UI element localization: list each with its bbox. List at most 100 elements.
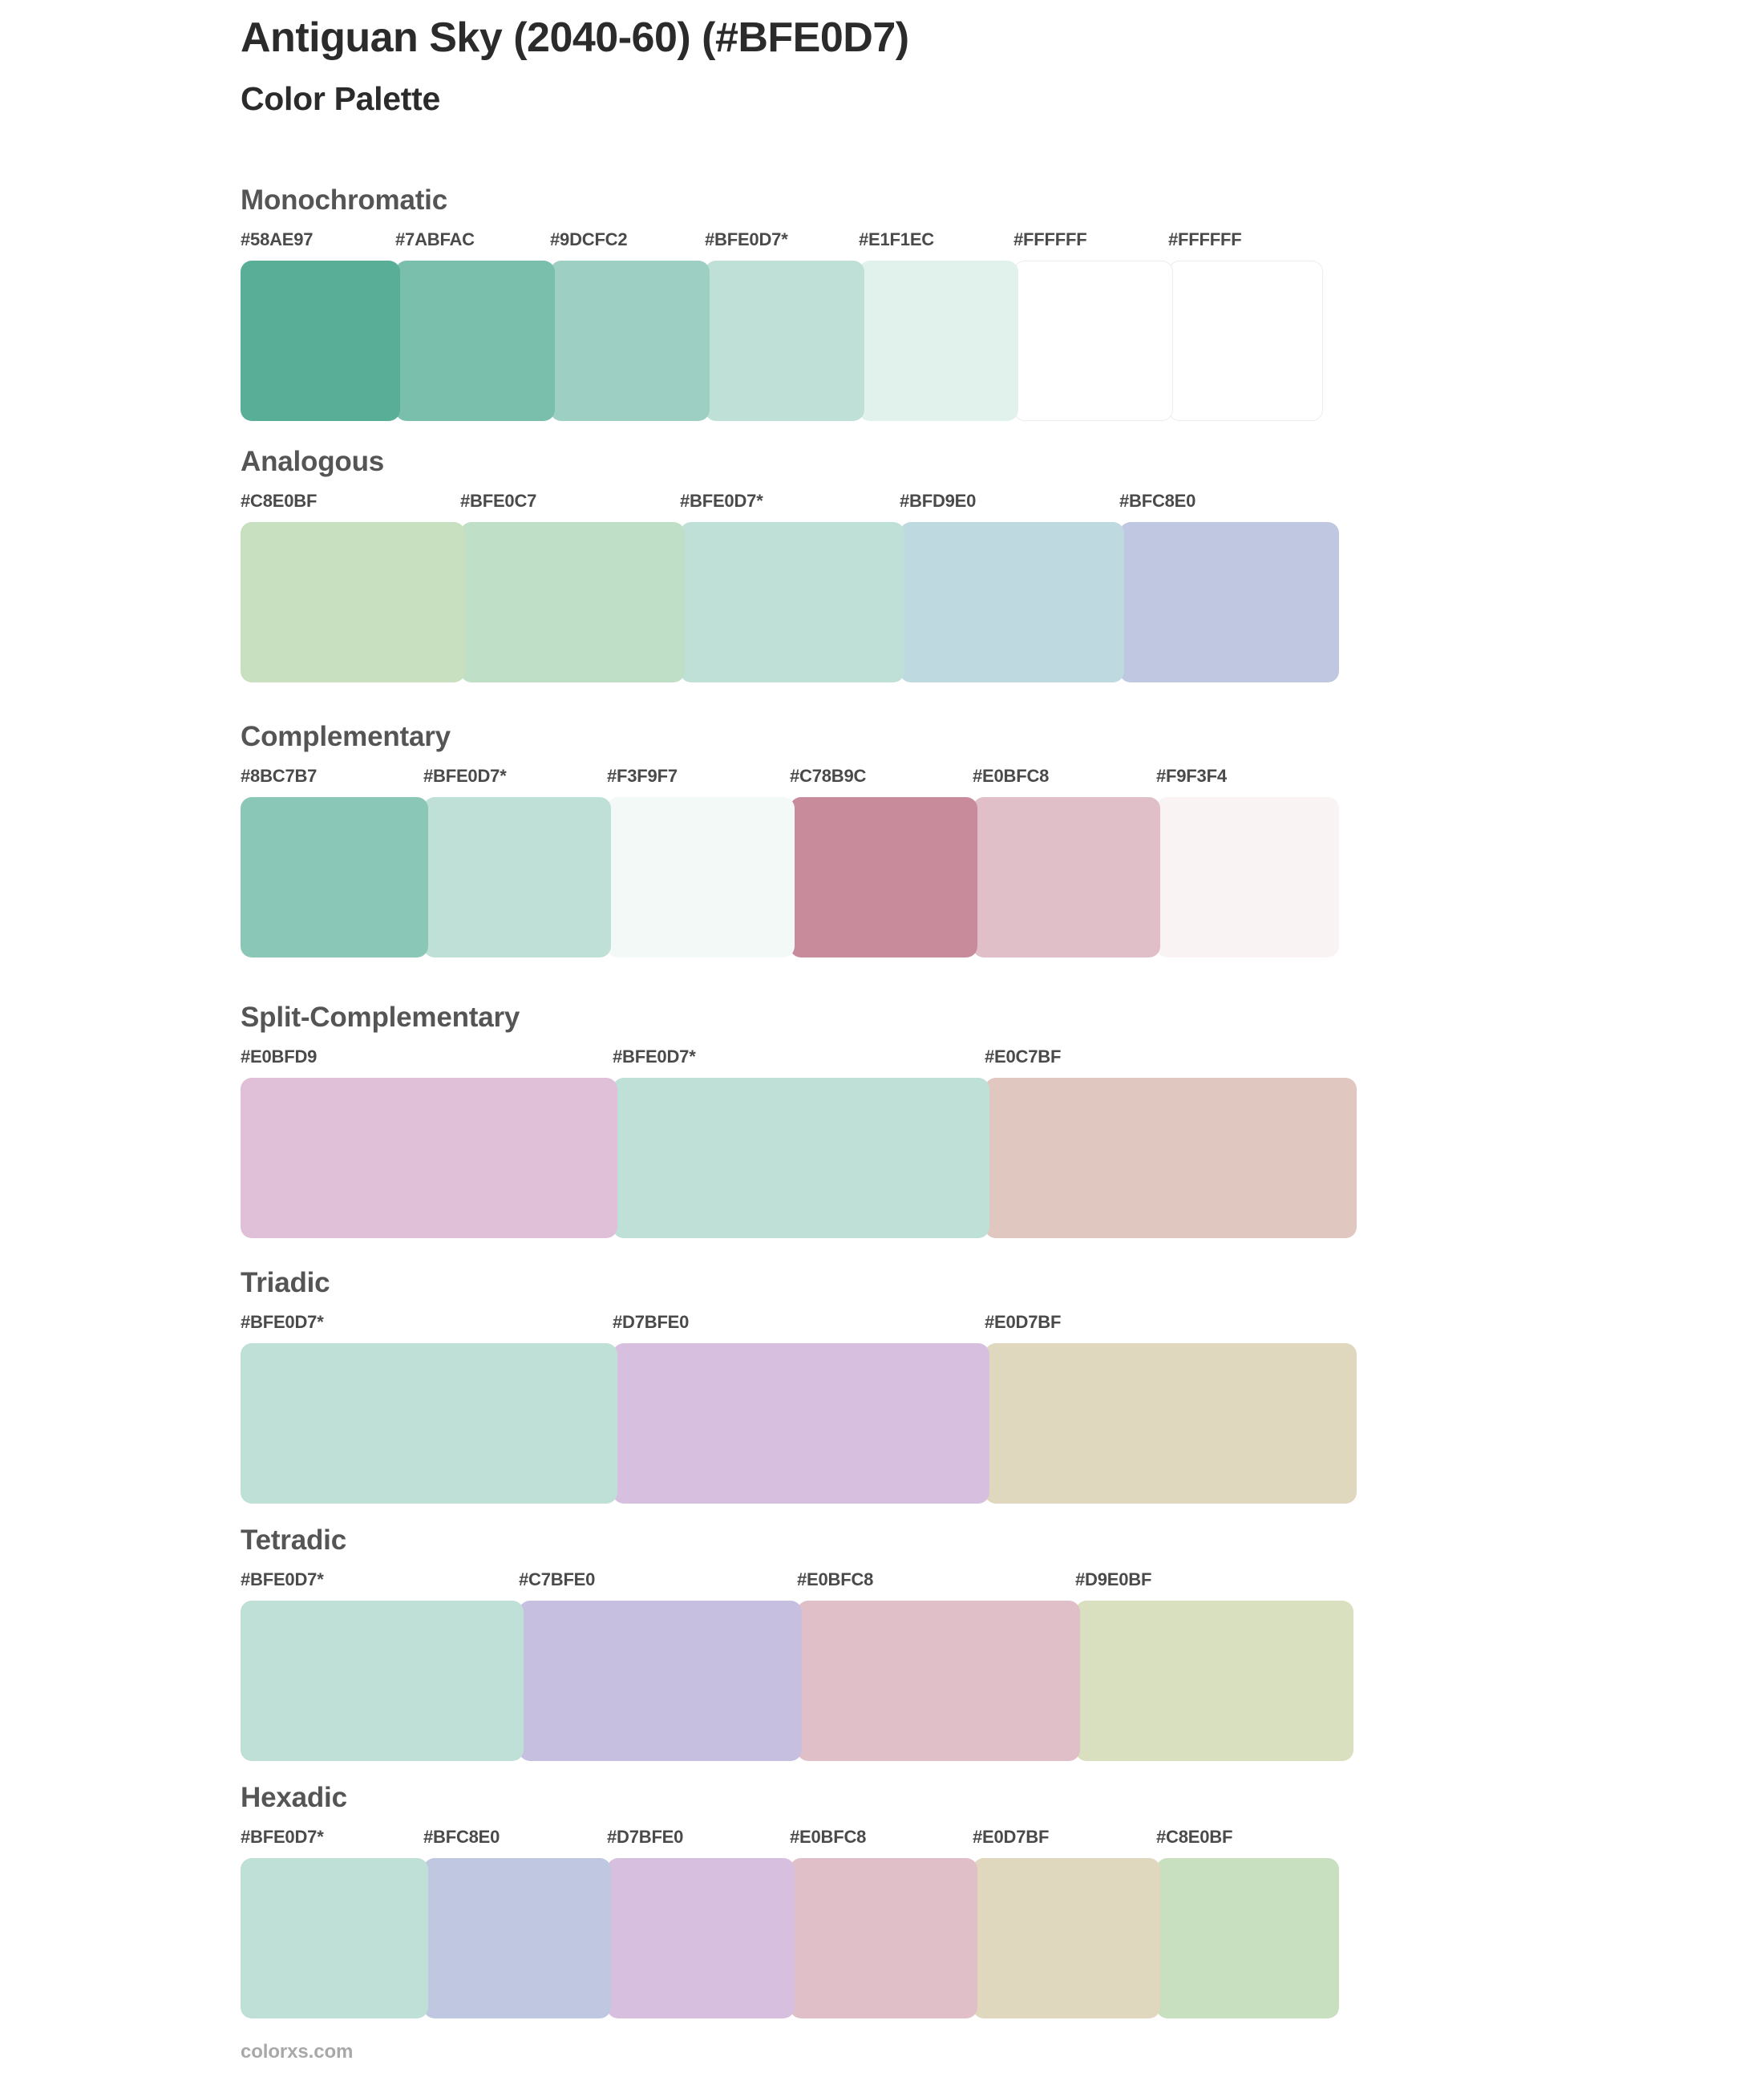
- swatch-hex-label: #BFE0D7*: [613, 1047, 696, 1067]
- swatch-hex-label: #D7BFE0: [613, 1312, 690, 1332]
- color-swatch[interactable]: [607, 1858, 795, 2018]
- swatch-label-row: #8BC7B7 #BFE0D7* #F3F9F7 #C78B9C #E0BFC8 #F9F…: [241, 766, 1339, 793]
- swatch-label-row: #C8E0BF #BFE0C7 #BFE0D7* #BFD9E0 #BFC8E0: [241, 491, 1339, 518]
- color-swatch[interactable]: [680, 522, 904, 682]
- palette-section: Split-Complementary #E0BFD9 #BFE0D7* #E0C7B…: [241, 1003, 1357, 1238]
- color-swatch[interactable]: [797, 1601, 1080, 1761]
- color-swatch[interactable]: [519, 1601, 802, 1761]
- color-swatch[interactable]: [1168, 261, 1323, 421]
- swatch-label-row: #BFE0D7* #BFC8E0 #D7BFE0 #E0BFC8 #E0D7BF #C8E…: [241, 1827, 1339, 1854]
- swatch-label-row: #E0BFD9 #BFE0D7* #E0C7BF: [241, 1047, 1357, 1074]
- color-swatch[interactable]: [241, 1343, 617, 1504]
- color-swatch[interactable]: [900, 522, 1124, 682]
- swatch-row: [241, 261, 1323, 421]
- swatch-hex-label: #BFD9E0: [900, 491, 977, 511]
- color-swatch[interactable]: [241, 261, 400, 421]
- swatch-hex-label: #C7BFE0: [519, 1569, 596, 1589]
- swatch-hex-label: #E1F1EC: [859, 229, 934, 249]
- section-title: Monochromatic: [241, 184, 447, 216]
- color-swatch[interactable]: [613, 1078, 989, 1238]
- color-swatch[interactable]: [460, 522, 685, 682]
- swatch-row: [241, 1858, 1339, 2018]
- color-swatch[interactable]: [1119, 522, 1339, 682]
- swatch-hex-label: #BFC8E0: [1119, 491, 1196, 511]
- swatch-hex-label: #9DCFC2: [550, 229, 628, 249]
- swatch-hex-label: #D7BFE0: [607, 1827, 684, 1847]
- color-swatch[interactable]: [790, 797, 977, 957]
- swatch-hex-label: #C78B9C: [790, 766, 867, 786]
- color-swatch[interactable]: [550, 261, 710, 421]
- color-swatch[interactable]: [613, 1343, 989, 1504]
- swatch-row: [241, 797, 1339, 957]
- color-swatch[interactable]: [241, 1858, 428, 2018]
- color-swatch[interactable]: [1156, 797, 1339, 957]
- palette-section: Monochromatic #58AE97 #7ABFAC #9DCFC2 #BFE0D…: [241, 186, 1323, 421]
- swatch-hex-label: #D9E0BF: [1075, 1569, 1152, 1589]
- swatch-hex-label: #8BC7B7: [241, 766, 318, 786]
- swatch-hex-label: #BFE0D7*: [423, 766, 507, 786]
- page-title: Antiguan Sky (2040-60) (#BFE0D7): [241, 14, 909, 61]
- swatch-row: [241, 522, 1339, 682]
- color-swatch[interactable]: [973, 797, 1160, 957]
- section-title: Analogous: [241, 446, 385, 477]
- swatch-hex-label: #E0BFD9: [241, 1047, 318, 1067]
- section-title: Triadic: [241, 1267, 330, 1298]
- color-swatch[interactable]: [395, 261, 555, 421]
- section-title: Tetradic: [241, 1524, 346, 1556]
- swatch-hex-label: #BFE0D7*: [705, 229, 788, 249]
- palette-section: Triadic #BFE0D7* #D7BFE0 #E0D7BF: [241, 1269, 1357, 1504]
- swatch-hex-label: #C8E0BF: [241, 491, 318, 511]
- swatch-hex-label: #E0BFC8: [790, 1827, 867, 1847]
- swatch-hex-label: #F3F9F7: [607, 766, 678, 786]
- swatch-hex-label: #C8E0BF: [1156, 1827, 1233, 1847]
- color-swatch[interactable]: [1013, 261, 1173, 421]
- swatch-hex-label: #E0D7BF: [985, 1312, 1062, 1332]
- swatch-row: [241, 1343, 1357, 1504]
- swatch-hex-label: #BFE0D7*: [241, 1569, 324, 1589]
- palette-section: Tetradic #BFE0D7* #C7BFE0 #E0BFC8 #D9E0BF: [241, 1526, 1353, 1761]
- page-header: Antiguan Sky (2040-60) (#BFE0D7) Color P…: [241, 14, 1684, 118]
- color-swatch[interactable]: [241, 1601, 524, 1761]
- section-title: Hexadic: [241, 1782, 347, 1813]
- swatch-hex-label: #BFE0D7*: [241, 1312, 324, 1332]
- color-swatch[interactable]: [973, 1858, 1160, 2018]
- swatch-hex-label: #E0BFC8: [797, 1569, 874, 1589]
- swatch-label-row: #BFE0D7* #D7BFE0 #E0D7BF: [241, 1312, 1357, 1339]
- swatch-row: [241, 1078, 1357, 1238]
- palette-section: Complementary #8BC7B7 #BFE0D7* #F3F9F7 #C78B…: [241, 723, 1339, 957]
- section-title: Split-Complementary: [241, 1002, 520, 1033]
- color-swatch[interactable]: [790, 1858, 977, 2018]
- swatch-hex-label: #BFC8E0: [423, 1827, 500, 1847]
- swatch-hex-label: #F9F3F4: [1156, 766, 1227, 786]
- color-swatch[interactable]: [423, 1858, 611, 2018]
- swatch-hex-label: #BFE0D7*: [241, 1827, 324, 1847]
- section-title: Complementary: [241, 721, 451, 752]
- color-swatch[interactable]: [985, 1343, 1357, 1504]
- page-subtitle: Color Palette: [241, 79, 440, 117]
- color-swatch[interactable]: [241, 1078, 617, 1238]
- color-swatch[interactable]: [1156, 1858, 1339, 2018]
- color-swatch[interactable]: [1075, 1601, 1353, 1761]
- palette-section: Hexadic #BFE0D7* #BFC8E0 #D7BFE0 #E0BFC8 #E0D…: [241, 1783, 1339, 2018]
- color-swatch[interactable]: [241, 522, 465, 682]
- swatch-hex-label: #E0C7BF: [985, 1047, 1062, 1067]
- footer-site-name: colorxs.com: [241, 2041, 354, 2063]
- color-swatch[interactable]: [423, 797, 611, 957]
- swatch-hex-label: #BFE0D7*: [680, 491, 763, 511]
- swatch-hex-label: #E0D7BF: [973, 1827, 1050, 1847]
- color-swatch[interactable]: [705, 261, 864, 421]
- swatch-hex-label: #E0BFC8: [973, 766, 1050, 786]
- swatch-hex-label: #FFFFFF: [1013, 229, 1087, 249]
- swatch-hex-label: #58AE97: [241, 229, 314, 249]
- swatch-label-row: #BFE0D7* #C7BFE0 #E0BFC8 #D9E0BF: [241, 1569, 1353, 1597]
- swatch-row: [241, 1601, 1353, 1761]
- color-swatch[interactable]: [859, 261, 1018, 421]
- swatch-label-row: #58AE97 #7ABFAC #9DCFC2 #BFE0D7* #E1F1EC #FFF…: [241, 229, 1323, 257]
- color-swatch[interactable]: [985, 1078, 1357, 1238]
- color-swatch[interactable]: [607, 797, 795, 957]
- palette-section: Analogous #C8E0BF #BFE0C7 #BFE0D7* #BFD9E0 #B…: [241, 447, 1339, 682]
- color-swatch[interactable]: [241, 797, 428, 957]
- swatch-hex-label: #BFE0C7: [460, 491, 537, 511]
- swatch-hex-label: #7ABFAC: [395, 229, 475, 249]
